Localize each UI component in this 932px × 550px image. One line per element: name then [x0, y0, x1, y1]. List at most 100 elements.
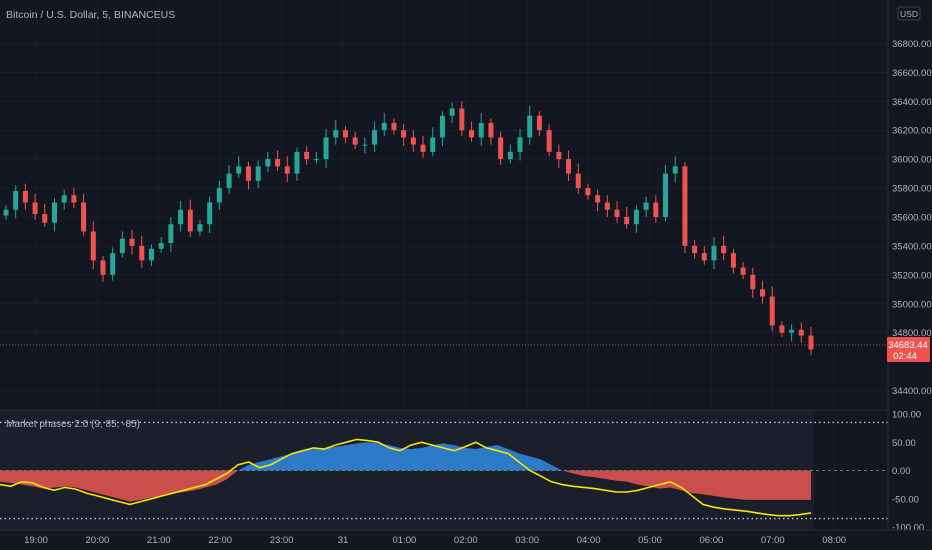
candle-body [740, 267, 746, 275]
signal-line [0, 438, 812, 517]
countdown-timer: 02:44 [893, 351, 917, 362]
time-tick-label: 01:00 [393, 535, 417, 546]
price-tick-label: 36800.00 [892, 39, 932, 50]
indicator-label[interactable]: Market phases 2.0 (9, 85, -85) [6, 419, 140, 430]
negative-phase-area [0, 470, 811, 502]
candle-body [32, 202, 38, 215]
candle-body [779, 325, 785, 333]
time-tick-label: 07:00 [761, 535, 785, 546]
time-tick-label: 23:00 [270, 535, 294, 546]
candle-body [624, 216, 630, 225]
currency-button[interactable] [897, 6, 921, 21]
candle-body [304, 151, 310, 160]
candle-body [760, 289, 766, 297]
candle-body [342, 130, 348, 138]
candle-body [410, 137, 416, 145]
candle-body [110, 253, 116, 275]
candle-body [372, 130, 378, 145]
candle-body [769, 296, 775, 326]
indicator-tick-label: -50.00 [892, 494, 919, 505]
candle-body [459, 108, 465, 131]
candle-body [100, 260, 106, 275]
price-tick-label: 35000.00 [892, 299, 932, 310]
candle-body [663, 173, 669, 217]
candle-body [148, 248, 154, 261]
price-axis[interactable]: USD 36800.00 36600.00 36400.00 36200.00 3600… [887, 0, 932, 534]
candle-body [129, 238, 135, 246]
candle-body [469, 130, 475, 138]
candle-body [42, 214, 48, 223]
price-tick-label: 35800.00 [892, 184, 932, 195]
symbol-title[interactable]: Bitcoin / U.S. Dollar, 5, BINANCEUS [6, 9, 175, 21]
indicator-tick-label: 0.00 [892, 466, 911, 477]
price-tick-label: 35600.00 [892, 212, 932, 223]
candle-body [633, 209, 639, 225]
candle-body [536, 115, 542, 131]
indicator-fills [0, 442, 811, 502]
last-price-value: 34683.44 [888, 340, 928, 351]
candle-body [721, 245, 727, 254]
time-tick-label: 02:00 [454, 535, 478, 546]
time-tick-label: 22:00 [208, 535, 232, 546]
candle-body [478, 122, 484, 138]
candle-body [81, 202, 87, 232]
time-tick-label: 04:00 [577, 535, 601, 546]
candle-body [245, 166, 251, 181]
time-tick-label: 20:00 [86, 535, 110, 546]
candle-body [158, 243, 164, 249]
candle-body [265, 159, 271, 167]
candle-body [585, 188, 591, 196]
last-price-badge [887, 337, 930, 362]
time-tick-label: 21:00 [147, 535, 171, 546]
candle-body [507, 151, 513, 160]
candle-body [556, 151, 562, 160]
candle-body [313, 159, 319, 161]
candle-body [401, 130, 407, 138]
price-tick-label: 36400.00 [892, 97, 932, 108]
indicator-pane[interactable]: Market phases 2.0 (9, 85, -85) [0, 411, 888, 530]
candle-body [207, 202, 213, 225]
time-ticks: 19:00 20:00 21:00 22:00 23:00 31 01:00 02:00 03:… [24, 535, 846, 546]
candle-body [711, 245, 717, 261]
time-tick-label: 19:00 [24, 535, 48, 546]
candle-body [51, 202, 57, 223]
time-tick-label: 06:00 [700, 535, 724, 546]
time-tick-label: 05:00 [638, 535, 662, 546]
candle-body [323, 137, 329, 160]
candle-body [701, 253, 707, 261]
candle-body [275, 159, 281, 167]
positive-phase-area [0, 442, 811, 471]
price-tick-label: 35200.00 [892, 270, 932, 281]
candle-body [255, 166, 261, 181]
candle-body [672, 166, 678, 174]
candle-body [808, 335, 814, 350]
time-axis[interactable]: 19:00 20:00 21:00 22:00 23:00 31 01:00 02:00 03:… [0, 529, 932, 546]
candle-body [284, 166, 290, 174]
candle-body [595, 195, 601, 203]
candle-body [682, 166, 688, 246]
indicator-tick-label: 50.00 [892, 438, 916, 449]
candle-body [119, 238, 125, 254]
candle-body [168, 224, 174, 243]
candle-body [352, 137, 358, 145]
candle-body [22, 190, 28, 203]
candle-body [517, 137, 523, 152]
candle-body [449, 108, 455, 116]
candle-body [614, 209, 620, 217]
price-tick-label: 35400.00 [892, 241, 932, 252]
candle-body [216, 188, 222, 203]
candle-body [430, 137, 436, 152]
candle-body [294, 151, 300, 174]
candle-body [381, 122, 387, 131]
indicator-tick-label: 100.00 [892, 410, 921, 421]
candle-body [391, 122, 397, 131]
candle-body [362, 144, 368, 146]
candle-body [653, 202, 659, 217]
time-tick-label: 31 [338, 535, 349, 546]
currency-label: USD [900, 9, 918, 19]
candle-body [226, 173, 232, 189]
indicator-reference-lines [0, 421, 888, 520]
candles-layer [3, 101, 814, 356]
candle-body [750, 274, 756, 290]
